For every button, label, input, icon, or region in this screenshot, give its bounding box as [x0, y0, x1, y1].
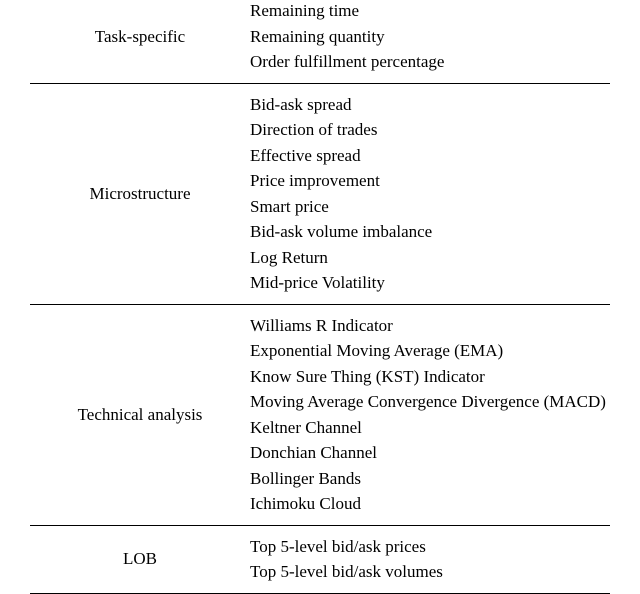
feature-item: Remaining time	[250, 0, 610, 24]
feature-item: Mid-price Volatility	[250, 270, 610, 296]
table-row: Technical analysisWilliams R IndicatorEx…	[30, 304, 610, 525]
feature-item: Williams R Indicator	[250, 313, 610, 339]
category-cell: LOB	[30, 525, 250, 593]
category-cell: Task-specific	[30, 0, 250, 83]
feature-item: Smart price	[250, 194, 610, 220]
feature-item: Know Sure Thing (KST) Indicator	[250, 364, 610, 390]
table-row: MicrostructureBid-ask spreadDirection of…	[30, 83, 610, 304]
features-cell: Top 5-level bid/ask pricesTop 5-level bi…	[250, 525, 610, 593]
feature-item: Keltner Channel	[250, 415, 610, 441]
feature-item: Direction of trades	[250, 117, 610, 143]
table-row: Task-specificRemaining timeRemaining qua…	[30, 0, 610, 83]
features-cell: Bid-ask spreadDirection of tradesEffecti…	[250, 83, 610, 304]
feature-item: Remaining quantity	[250, 24, 610, 50]
feature-item: Bollinger Bands	[250, 466, 610, 492]
features-cell: Williams R IndicatorExponential Moving A…	[250, 304, 610, 525]
feature-item: Donchian Channel	[250, 440, 610, 466]
feature-item: Log Return	[250, 245, 610, 271]
table-row: LOBTop 5-level bid/ask pricesTop 5-level…	[30, 525, 610, 593]
feature-item: Bid-ask volume imbalance	[250, 219, 610, 245]
feature-item: Exponential Moving Average (EMA)	[250, 338, 610, 364]
table-body: Task-specificRemaining timeRemaining qua…	[30, 0, 610, 593]
feature-item: Price improvement	[250, 168, 610, 194]
feature-item: Top 5-level bid/ask prices	[250, 534, 610, 560]
category-cell: Technical analysis	[30, 304, 250, 525]
features-cell: Remaining timeRemaining quantityOrder fu…	[250, 0, 610, 83]
feature-item: Ichimoku Cloud	[250, 491, 610, 517]
feature-table: Categories Feature Names Task-specificRe…	[30, 0, 610, 594]
feature-item: Top 5-level bid/ask volumes	[250, 559, 610, 585]
feature-item: Bid-ask spread	[250, 92, 610, 118]
feature-item: Moving Average Convergence Divergence (M…	[250, 389, 610, 415]
feature-item: Order fulfillment percentage	[250, 49, 610, 75]
category-cell: Microstructure	[30, 83, 250, 304]
feature-item: Effective spread	[250, 143, 610, 169]
feature-table-container: Categories Feature Names Task-specificRe…	[30, 0, 610, 594]
